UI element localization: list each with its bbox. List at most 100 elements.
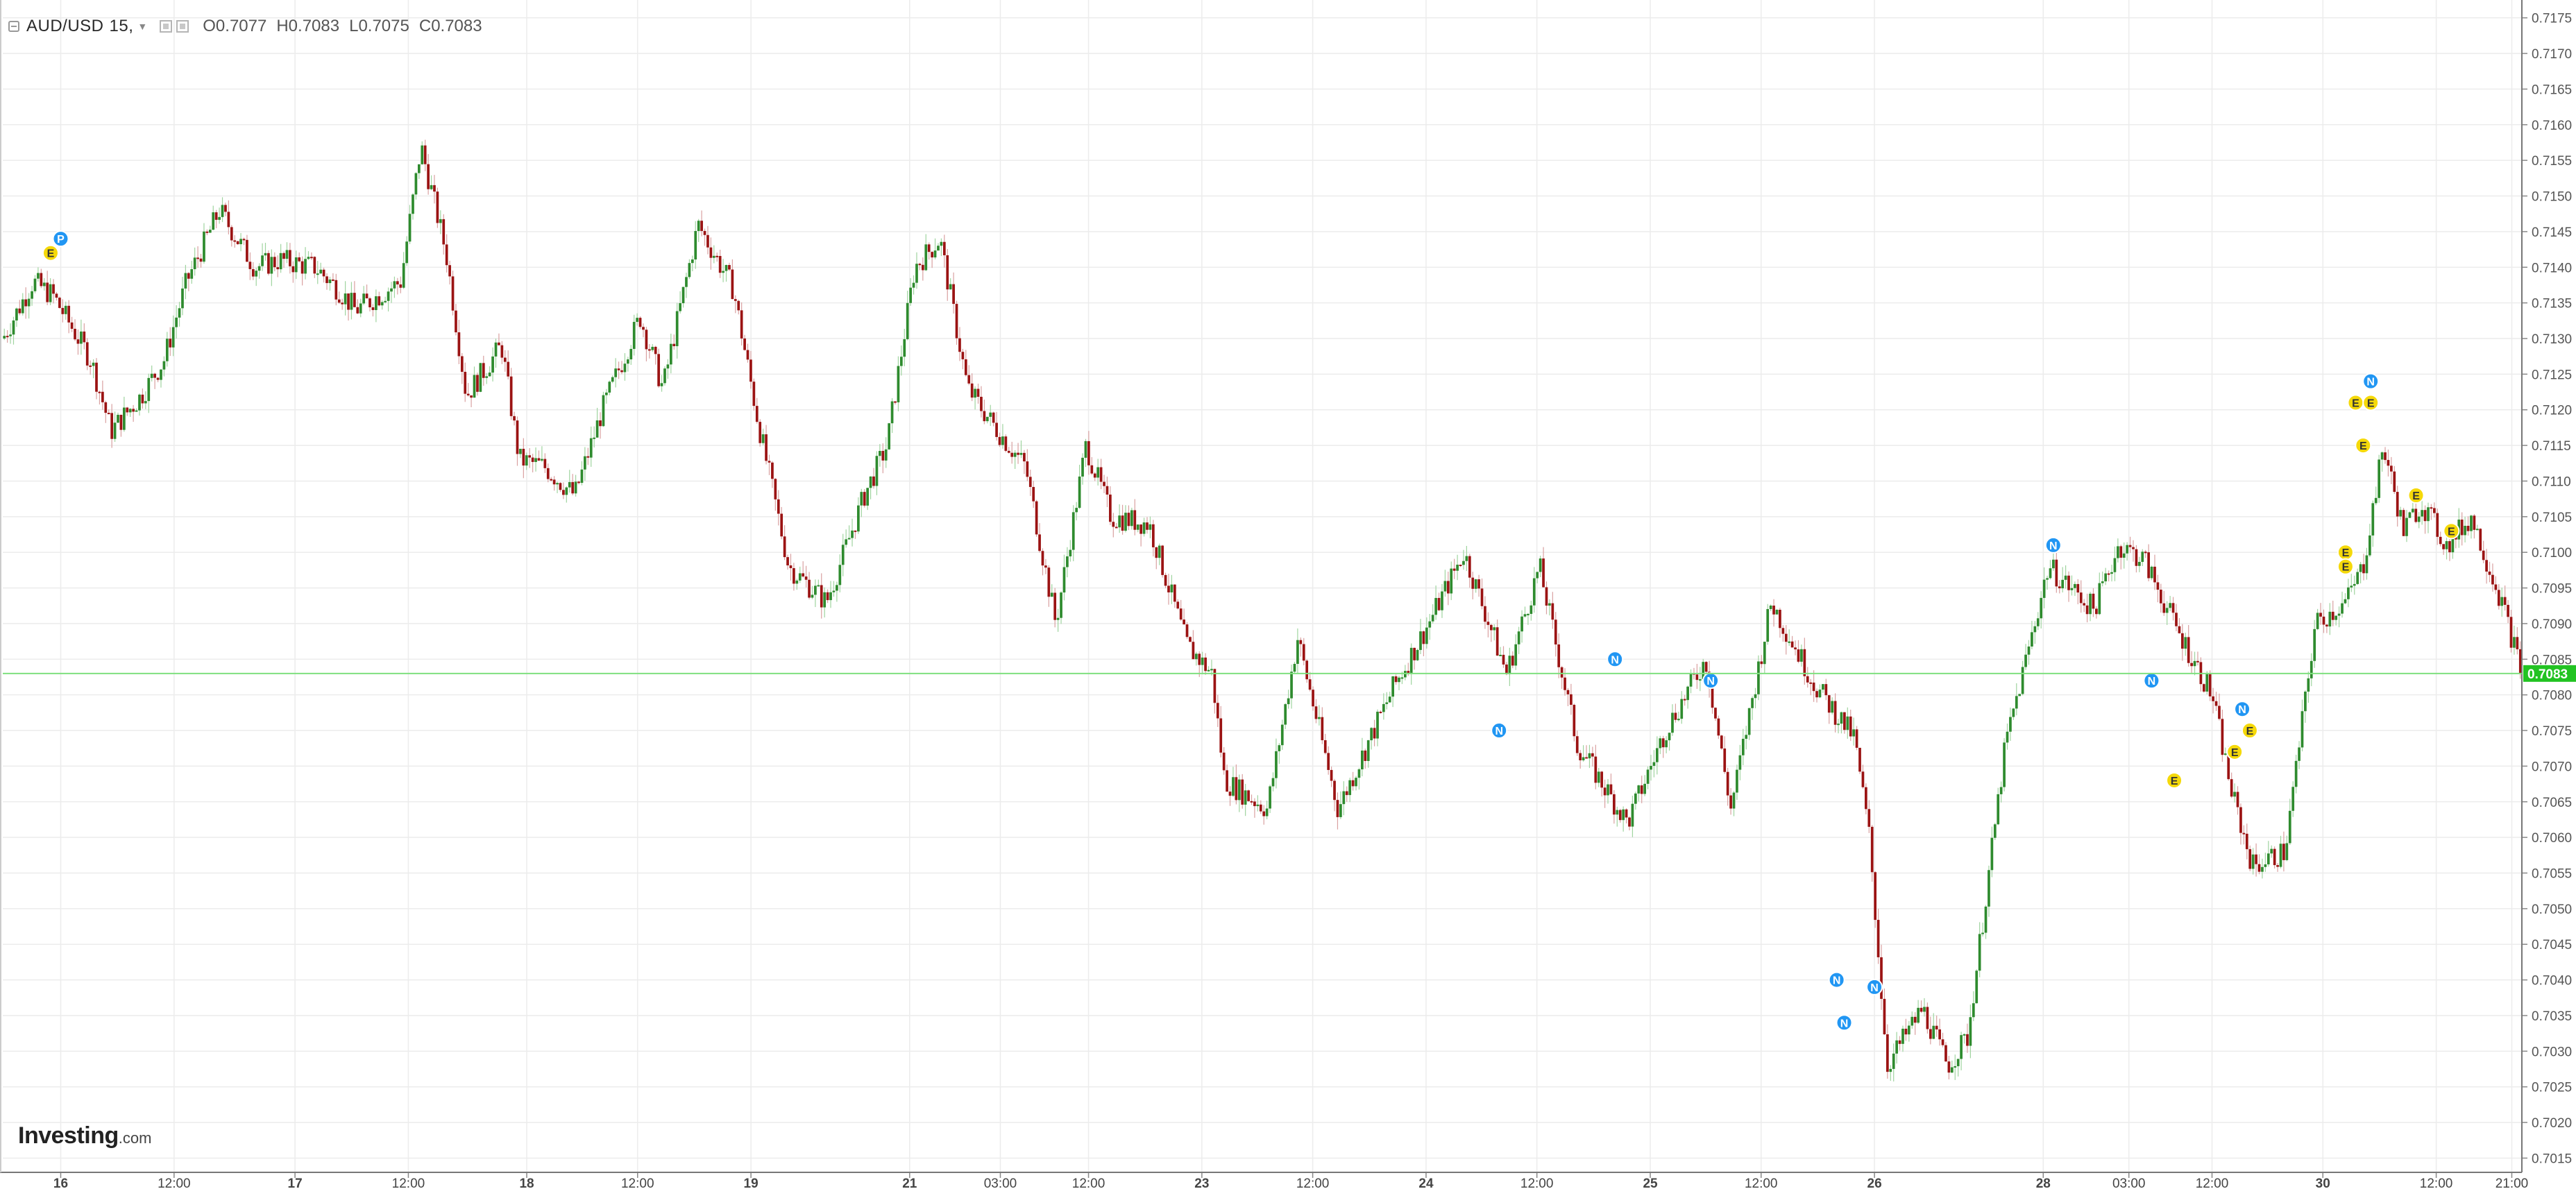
y-tick-label: 0.7105 xyxy=(2532,511,2572,525)
candle xyxy=(1428,621,1432,628)
candle xyxy=(2482,550,2485,561)
news-marker[interactable]: N xyxy=(2362,373,2380,390)
candle xyxy=(2347,587,2350,599)
x-tick-label: 03:00 xyxy=(984,1177,1017,1189)
candle xyxy=(565,487,568,495)
candle xyxy=(1646,769,1650,784)
candle xyxy=(1640,785,1643,794)
candle xyxy=(2451,530,2455,553)
candle xyxy=(2187,637,2190,663)
candle xyxy=(841,545,845,565)
candle xyxy=(1004,436,1008,451)
candle xyxy=(390,288,393,292)
economic-event-marker[interactable]: E xyxy=(2337,544,2354,561)
candle xyxy=(1665,740,1668,748)
economic-event-marker[interactable]: E xyxy=(42,244,59,262)
candle xyxy=(405,241,408,264)
economic-event-marker[interactable]: E xyxy=(2443,522,2460,540)
candle xyxy=(724,265,728,271)
news-marker[interactable]: N xyxy=(1836,1014,1853,1032)
candle xyxy=(1661,738,1665,748)
news-marker[interactable]: N xyxy=(1491,722,1508,739)
candle xyxy=(460,356,464,373)
news-marker[interactable]: N xyxy=(1828,971,1845,989)
news-marker[interactable]: N xyxy=(1607,651,1624,668)
marker-letter: N xyxy=(1611,654,1619,666)
y-tick-label: 0.7015 xyxy=(2532,1152,2572,1166)
economic-event-marker[interactable]: E xyxy=(2362,394,2380,411)
economic-event-marker[interactable]: E xyxy=(2355,437,2372,454)
candle xyxy=(1336,800,1339,817)
candle xyxy=(728,265,731,270)
candle xyxy=(2344,599,2347,604)
symbol-label[interactable]: AUD/USD xyxy=(26,17,104,35)
candle xyxy=(2282,844,2285,860)
candle xyxy=(1520,616,1523,632)
news-marker[interactable]: N xyxy=(1866,978,1883,995)
candle xyxy=(2503,597,2507,605)
candle xyxy=(829,592,832,601)
candle xyxy=(1228,792,1232,796)
candle xyxy=(881,451,885,461)
candle xyxy=(1035,501,1038,535)
candle xyxy=(2184,637,2187,649)
news-marker[interactable]: N xyxy=(2234,701,2251,718)
interval-label[interactable]: 15, xyxy=(109,17,134,35)
candle xyxy=(2359,564,2362,572)
candle xyxy=(442,219,446,245)
news-marker[interactable]: N xyxy=(2143,672,2160,690)
candle xyxy=(135,410,138,412)
economic-event-marker[interactable]: E xyxy=(2226,743,2244,760)
candle xyxy=(749,359,752,382)
economic-event-marker[interactable]: E xyxy=(2241,722,2258,739)
candle xyxy=(1323,740,1327,753)
candle xyxy=(1237,779,1241,801)
candle xyxy=(40,273,43,286)
economic-event-marker[interactable]: E xyxy=(2166,771,2183,789)
collapse-legend-icon[interactable] xyxy=(8,21,19,32)
candle xyxy=(1256,804,1260,807)
candle xyxy=(1643,783,1646,794)
economic-event-marker[interactable]: E xyxy=(2347,394,2364,411)
candle xyxy=(2402,510,2405,536)
candle xyxy=(1757,661,1760,694)
low-label: L xyxy=(349,17,359,35)
candle xyxy=(1241,779,1244,805)
x-tick-label: 25 xyxy=(1643,1177,1658,1189)
economic-event-marker[interactable]: E xyxy=(2337,558,2354,575)
x-tick-label: 26 xyxy=(1867,1177,1882,1189)
candle xyxy=(1954,1066,1957,1068)
candle xyxy=(718,255,722,273)
event-marker[interactable]: P xyxy=(52,230,69,248)
candle xyxy=(494,342,498,357)
candle xyxy=(2436,513,2439,537)
remove-icon[interactable] xyxy=(176,20,189,33)
candle xyxy=(1477,579,1480,589)
candle xyxy=(2223,753,2227,755)
news-marker[interactable]: N xyxy=(2044,536,2062,554)
candle xyxy=(1803,649,1806,676)
candle xyxy=(786,557,789,566)
candle xyxy=(681,286,685,304)
candle xyxy=(771,462,774,479)
settings-icon[interactable] xyxy=(160,20,173,33)
candle xyxy=(2212,696,2214,701)
chevron-down-icon[interactable]: ▼ xyxy=(137,21,148,32)
candle xyxy=(1366,740,1370,761)
candle xyxy=(2396,492,2399,517)
candle xyxy=(2205,674,2209,692)
candle xyxy=(894,401,897,403)
candle xyxy=(1763,642,1766,665)
marker-letter: E xyxy=(2231,747,2239,759)
news-marker[interactable]: N xyxy=(1702,672,1720,690)
economic-event-marker[interactable]: E xyxy=(2407,487,2425,504)
y-tick-label: 0.7100 xyxy=(2532,546,2572,561)
candle xyxy=(2110,572,2113,574)
candle xyxy=(647,349,651,351)
candle xyxy=(1342,791,1346,805)
candle xyxy=(2092,593,2095,609)
candle xyxy=(64,305,67,314)
